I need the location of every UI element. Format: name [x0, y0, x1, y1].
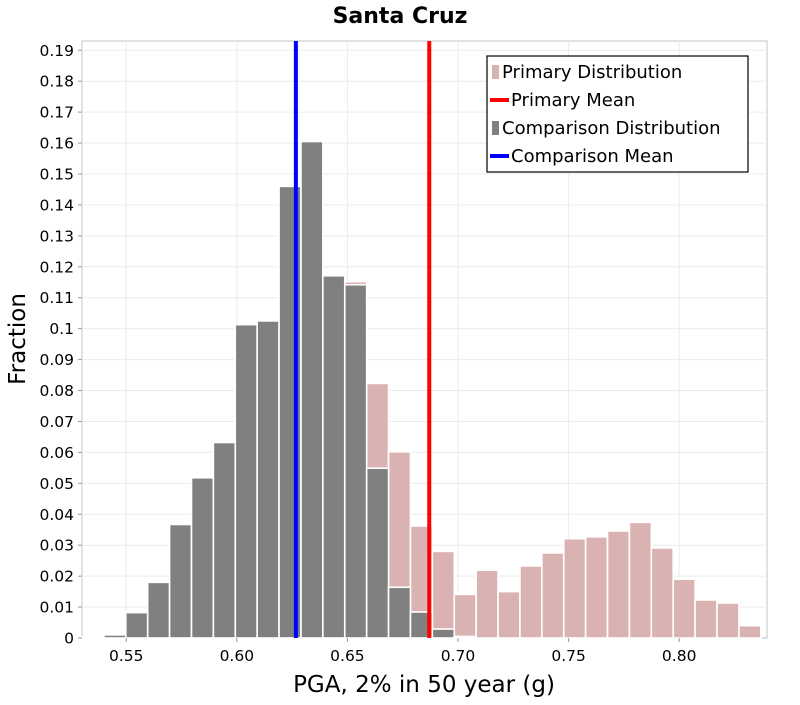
primary-distribution-bar	[628, 521, 653, 639]
y-tick-label: 0.04	[39, 506, 74, 524]
y-tick-label: 0.18	[39, 73, 74, 91]
legend-box	[486, 55, 749, 173]
y-tick-label: 0.15	[39, 166, 74, 184]
comparison-distribution-bar	[409, 611, 434, 639]
legend-label-comparison-distribution: Comparison Distribution	[502, 118, 721, 139]
y-tick-label: 0.09	[39, 351, 74, 369]
legend-label-primary-distribution: Primary Distribution	[502, 62, 682, 83]
x-tick-label: 0.65	[330, 647, 365, 665]
y-tick-label: 0.03	[39, 537, 74, 555]
primary-distribution-bar	[81, 635, 105, 639]
y-tick-label: 0.01	[39, 599, 74, 617]
comparison-distribution-bar	[103, 634, 127, 639]
primary-distribution-bar	[694, 599, 718, 639]
comparison-distribution-bar	[365, 467, 390, 639]
comparison-distribution-bar	[234, 323, 258, 639]
x-axis-label: PGA, 2% in 50 year (g)	[293, 672, 555, 698]
primary-distribution-bar	[497, 590, 521, 639]
primary-distribution-bar	[672, 578, 696, 639]
legend-label-comparison-mean: Comparison Mean	[511, 146, 674, 167]
legend-swatch-comparison-distribution	[492, 121, 499, 135]
legend-swatch-primary-mean	[490, 98, 509, 102]
y-axis-label: Fraction	[5, 293, 31, 385]
comparison-distribution-bar	[146, 581, 171, 639]
primary-distribution-bar	[562, 537, 587, 639]
primary-distribution-bar	[738, 624, 762, 639]
primary-distribution-bar	[584, 536, 609, 639]
primary-distribution-bar	[453, 593, 477, 639]
x-tick-label: 0.55	[109, 647, 144, 665]
y-tick-label: 0.05	[39, 475, 74, 493]
comparison-distribution-bar	[387, 586, 412, 639]
y-tick-label: 0.17	[39, 104, 74, 122]
comparison-distribution-bar	[212, 441, 237, 639]
primary-distribution-bar	[431, 550, 456, 639]
comparison-distribution-bar	[300, 140, 324, 639]
primary-distribution-bar	[541, 552, 565, 639]
y-tick-label: 0.06	[39, 444, 74, 462]
comparison-distribution-bar	[343, 283, 368, 639]
comparison-distribution-bar	[124, 611, 149, 639]
y-tick-label: 0.13	[39, 227, 74, 245]
y-tick-label: 0.12	[39, 258, 74, 276]
y-tick-label: 0.14	[39, 196, 74, 214]
y-tick-label: 0.1	[49, 320, 74, 338]
comparison-distribution-bar	[431, 628, 456, 639]
axis-layer: 0 0.01 0.02 0.03 0.04 0.05 0.06 0.07 0.08 0.09 0.1…	[39, 42, 696, 665]
x-tick-label: 0.80	[662, 647, 697, 665]
comparison-distribution-bar	[322, 274, 346, 639]
legend-swatch-comparison-mean	[490, 154, 509, 158]
primary-distribution-bar	[519, 565, 543, 639]
comparison-distribution-bars	[103, 140, 477, 639]
primary-distribution-bar	[716, 602, 740, 639]
y-tick-label: 0.11	[39, 289, 74, 307]
y-tick-label: 0.02	[39, 568, 74, 586]
y-tick-label: 0.07	[39, 413, 74, 431]
primary-distribution-bar	[475, 569, 499, 639]
legend-label-primary-mean: Primary Mean	[511, 90, 635, 111]
y-tick-label: 0.08	[39, 382, 74, 400]
mean-lines	[293, 41, 432, 638]
y-tick-label: 0.19	[39, 42, 74, 60]
x-tick-label: 0.70	[441, 647, 476, 665]
y-tick-label: 0	[64, 630, 74, 648]
x-tick-label: 0.60	[220, 647, 255, 665]
primary-distribution-bar	[650, 547, 675, 639]
chart-title: Santa Cruz	[333, 4, 468, 29]
primary-distribution-bar	[606, 530, 631, 639]
comparison-distribution-bar	[190, 476, 215, 639]
comparison-distribution-bar	[256, 320, 280, 639]
legend: Primary Distribution Primary Mean Compar…	[486, 55, 749, 173]
y-tick-label: 0.16	[39, 135, 74, 153]
legend-swatch-primary-distribution	[492, 65, 499, 79]
comparison-distribution-bar	[453, 635, 477, 639]
x-tick-label: 0.75	[551, 647, 586, 665]
comparison-distribution-bar	[168, 523, 193, 639]
